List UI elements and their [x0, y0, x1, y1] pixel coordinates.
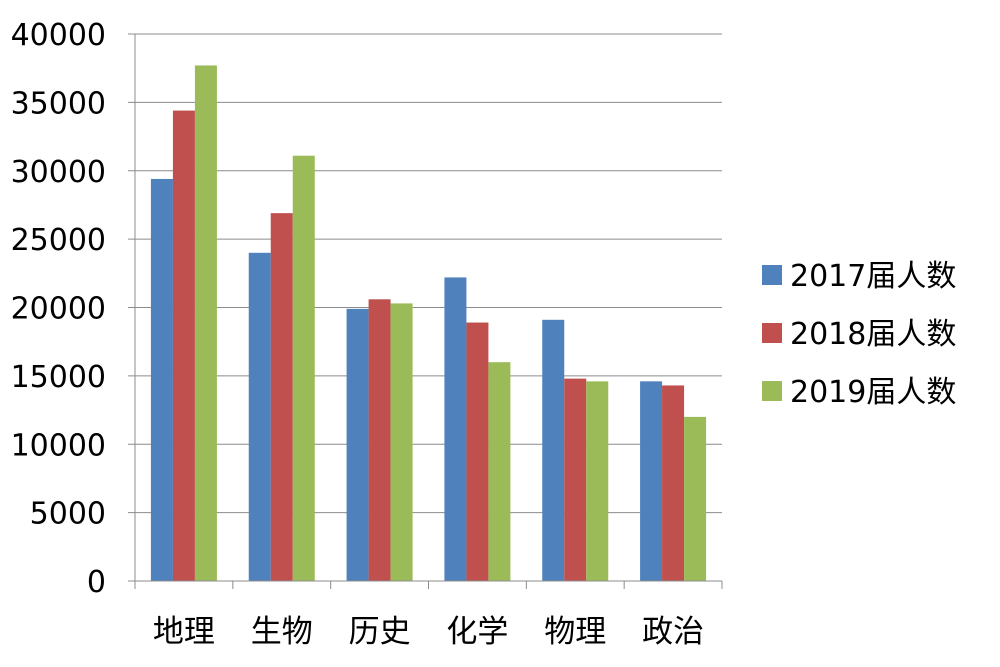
bar-1-2 [248, 252, 271, 582]
x-tick-label: 生物 [251, 614, 313, 650]
bar-2-1 [172, 110, 195, 581]
bar-2-2 [270, 213, 293, 581]
bar-2-4 [466, 322, 489, 581]
bar-1-4 [444, 277, 467, 581]
y-tick-label: 30000 [11, 155, 106, 190]
y-tick-label: 20000 [11, 292, 106, 327]
bar-1-1 [150, 178, 173, 581]
legend: 2017届人数 2018届人数 2019届人数 [762, 259, 956, 410]
y-tick-label: 15000 [11, 360, 106, 395]
legend-swatch [762, 323, 782, 343]
y-tick-label: 0 [87, 565, 106, 600]
bar-3-3 [390, 303, 413, 581]
bar-3-5 [586, 381, 609, 581]
bar-2-6 [662, 385, 685, 581]
bar-1-5 [542, 319, 565, 581]
y-tick-label: 35000 [11, 86, 106, 121]
legend-swatch [762, 381, 782, 401]
bar-2-5 [564, 378, 587, 581]
bar-3-6 [684, 416, 707, 581]
y-tick-label: 40000 [11, 18, 106, 53]
legend-swatch [762, 265, 782, 285]
axes-layer [128, 33, 723, 589]
bar-3-2 [292, 155, 315, 581]
legend-label: 2019届人数 [790, 375, 956, 410]
x-tick-label: 历史 [349, 614, 411, 650]
x-tick-labels: 地理 生物 历史 化学 物理 政治 [153, 614, 704, 650]
y-tick-labels: 0 5000 10000 15000 20000 25000 30000 35000 40000 [11, 18, 106, 600]
x-tick-label: 化学 [446, 614, 508, 650]
x-tick-label: 政治 [642, 614, 704, 650]
bars-layer [150, 65, 707, 582]
x-tick-label: 地理 [153, 614, 215, 650]
bar-3-4 [488, 362, 511, 581]
x-tick-label: 物理 [544, 614, 606, 650]
y-tick-label: 10000 [11, 428, 106, 463]
legend-label: 2017届人数 [790, 259, 956, 294]
bar-1-6 [640, 381, 663, 581]
bar-3-1 [194, 65, 217, 581]
legend-label: 2018届人数 [790, 317, 956, 352]
y-tick-label: 5000 [30, 497, 106, 532]
bar-2-3 [368, 299, 391, 581]
bar-1-3 [346, 308, 369, 581]
grid-layer [135, 33, 722, 514]
y-tick-label: 25000 [11, 223, 106, 258]
